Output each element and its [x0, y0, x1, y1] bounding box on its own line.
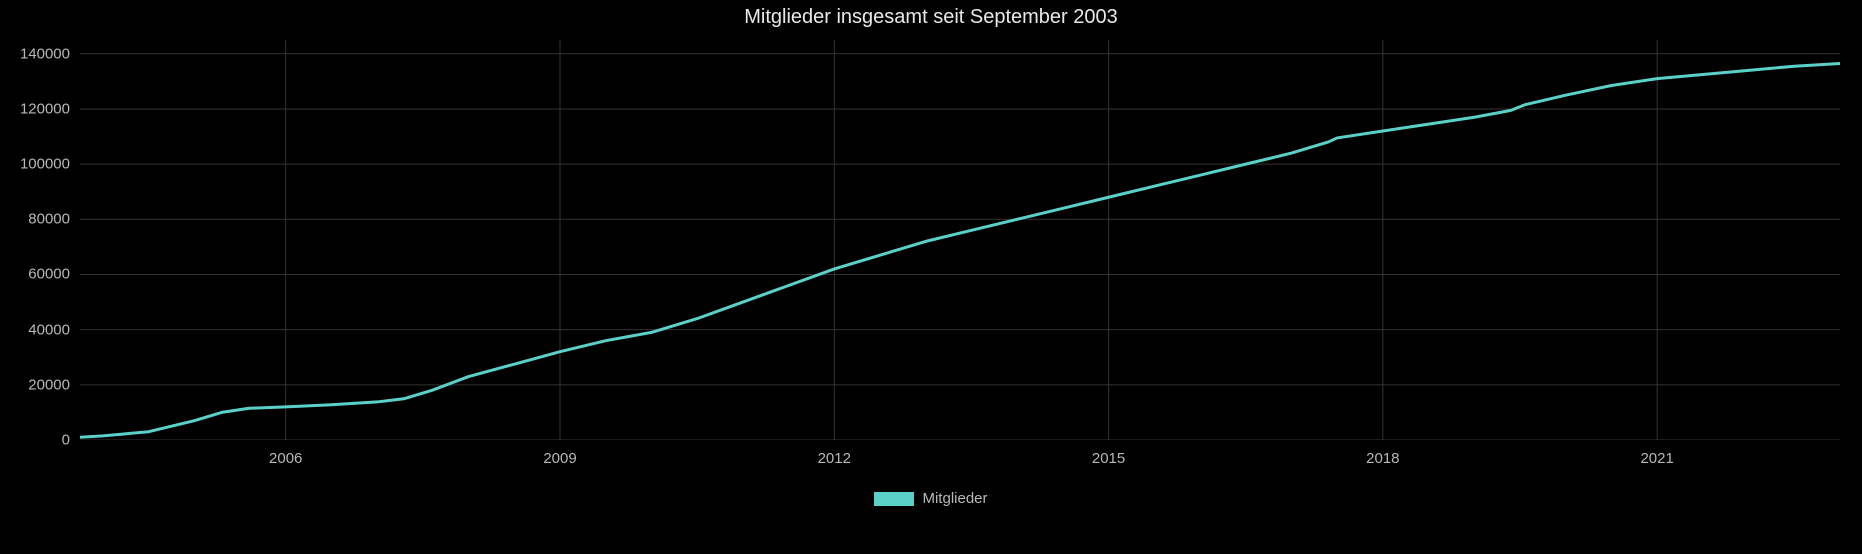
members-chart: Mitglieder insgesamt seit September 2003…	[0, 0, 1862, 554]
x-tick-label: 2015	[1092, 450, 1125, 467]
x-tick-label: 2021	[1640, 450, 1673, 467]
y-tick-label: 60000	[28, 266, 70, 283]
x-tick-label: 2012	[818, 450, 851, 467]
legend: Mitglieder	[0, 490, 1862, 507]
x-axis: 2006 2009 2012 2015 2018 2021	[80, 440, 1840, 480]
x-tick-label: 2018	[1366, 450, 1399, 467]
chart-title: Mitglieder insgesamt seit September 2003	[0, 6, 1862, 29]
y-axis: 020000400006000080000100000120000140000	[0, 40, 80, 440]
y-tick-label: 80000	[28, 211, 70, 228]
y-tick-label: 0	[62, 432, 70, 449]
legend-label: Mitglieder	[922, 490, 987, 507]
y-tick-label: 100000	[20, 156, 70, 173]
y-tick-label: 40000	[28, 321, 70, 338]
x-tick-label: 2009	[543, 450, 576, 467]
y-tick-label: 140000	[20, 45, 70, 62]
legend-swatch	[874, 492, 914, 506]
plot-svg	[80, 40, 1840, 440]
x-tick-label: 2006	[269, 450, 302, 467]
y-tick-label: 20000	[28, 376, 70, 393]
plot-area	[80, 40, 1840, 440]
y-tick-label: 120000	[20, 100, 70, 117]
